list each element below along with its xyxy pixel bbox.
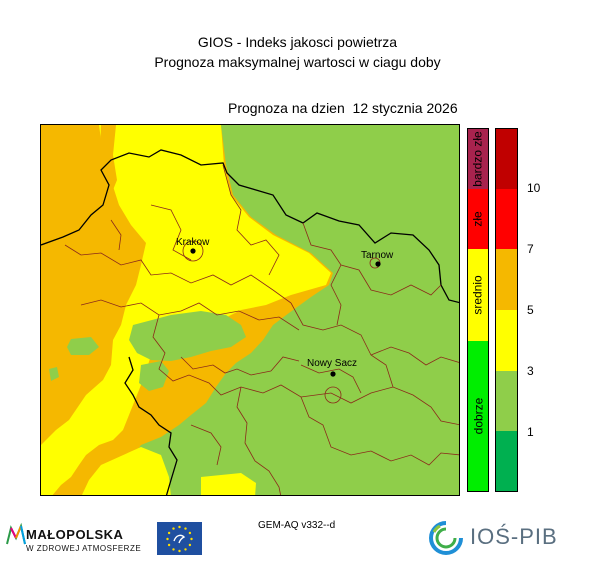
map-green-strip xyxy=(129,311,246,361)
scale-number-10: 10 xyxy=(527,181,541,195)
model-version: GEM-AQ v332--d xyxy=(258,520,336,531)
malopolska-logo-icon xyxy=(6,522,26,545)
city-krakow-dot xyxy=(190,248,196,254)
cat-label-zle: złe xyxy=(471,211,485,227)
krakow-ring xyxy=(182,240,204,262)
forecast-date: Prognoza na dzien 12 stycznia 2026 xyxy=(228,100,458,116)
cat-seg-dobrze xyxy=(468,341,488,491)
ios-pib-logo-icon xyxy=(429,521,463,555)
city-tarnow-label: Tarnow xyxy=(361,250,394,261)
cat-label-srednio: srednio xyxy=(471,275,486,315)
cat-seg-zle xyxy=(468,189,488,249)
scale-legend xyxy=(495,128,518,492)
scale-number-1: 1 xyxy=(527,425,534,439)
city-tarnow-dot xyxy=(375,261,381,267)
map-green-blob xyxy=(139,361,169,391)
forecast-map: Krakow Tarnow Nowy Sacz xyxy=(40,124,460,496)
cat-seg-srednio xyxy=(468,249,488,341)
map-yellow-east-tip xyxy=(201,473,256,495)
map-green-left2 xyxy=(49,367,59,381)
nowy-sacz-ring xyxy=(324,386,342,404)
title-line-1: GIOS - Indeks jakosci powietrza xyxy=(197,34,398,50)
country-border xyxy=(41,149,459,495)
city-nowy-sacz-label: Nowy Sacz xyxy=(307,358,357,369)
cat-label-dobrze: dobrze xyxy=(471,397,486,435)
scale-seg-4 xyxy=(496,310,517,371)
malopolska-name: MAŁOPOLSKA xyxy=(26,527,124,542)
map-region-yellow xyxy=(41,125,331,495)
city-krakow-label: Krakow xyxy=(176,237,210,248)
map-yellow-south xyxy=(81,447,171,495)
map-orange-pocket xyxy=(99,125,117,195)
ios-pib-name: IOŚ-PIB xyxy=(470,524,558,549)
city-nowy-sacz-dot xyxy=(330,371,336,377)
district-borders xyxy=(64,164,459,495)
scale-seg-2 xyxy=(496,189,517,249)
category-legend: bardzo złe złe srednio dobrze xyxy=(467,128,489,492)
cat-label-bardzo-zle: bardzo złe xyxy=(471,131,485,187)
map-svg: Krakow Tarnow Nowy Sacz xyxy=(41,125,459,495)
scale-seg-1 xyxy=(496,129,517,189)
map-green-left xyxy=(67,337,99,355)
title-line-2: Prognoza maksymalnej wartosci w ciagu do… xyxy=(154,54,441,70)
eu-life-flag-icon xyxy=(157,522,202,555)
cat-seg-bardzo-zle xyxy=(468,129,488,189)
scale-seg-3 xyxy=(496,249,517,310)
scale-seg-6 xyxy=(496,431,517,491)
malopolska-subtitle: W ZDROWEJ ATMOSFERZE xyxy=(26,544,142,553)
scale-number-7: 7 xyxy=(527,242,534,256)
scale-seg-5 xyxy=(496,371,517,431)
scale-number-5: 5 xyxy=(527,303,534,317)
scale-number-3: 3 xyxy=(527,364,534,378)
